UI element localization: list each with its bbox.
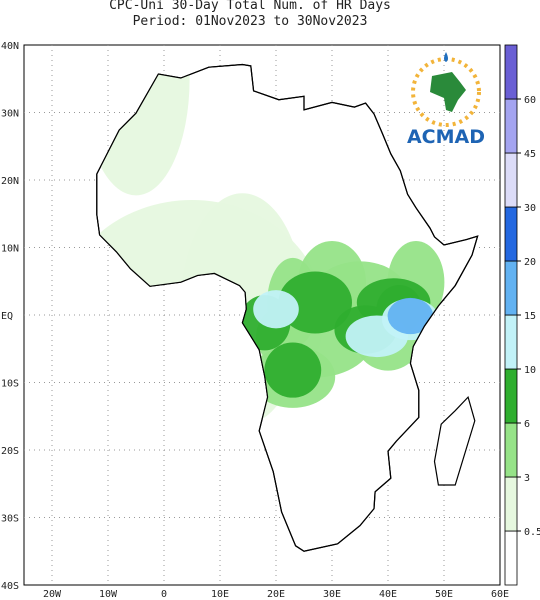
logo-drop	[444, 52, 448, 62]
colorbar-label: 3	[524, 473, 530, 484]
logo-text: ACMAD	[407, 126, 485, 148]
colorbar-label: 60	[524, 95, 536, 106]
rain-patch	[264, 342, 322, 398]
coastline	[96, 63, 479, 552]
colorbar-label: 20	[524, 257, 536, 268]
colorbar-label: 30	[524, 203, 536, 214]
rain-patch	[253, 290, 299, 329]
lat-label: 20S	[1, 446, 19, 457]
colorbar-label: 45	[524, 149, 536, 160]
lat-label: 20N	[1, 176, 19, 187]
lat-label: 30N	[1, 109, 19, 120]
lon-label: 20W	[43, 589, 62, 600]
acmad-logo: ACMAD	[407, 52, 485, 148]
period: Period: 01Nov2023 to 30Nov2023	[133, 14, 368, 29]
title: CPC-Uni 30-Day Total Num. of HR Days	[109, 0, 391, 13]
colorbar-label: 10	[524, 365, 536, 376]
colorbar-bin	[504, 314, 518, 370]
lat-label: 10N	[1, 244, 19, 255]
colorbar-bin	[504, 476, 518, 532]
lat-label: 40S	[1, 581, 19, 592]
lon-label: 40E	[379, 589, 397, 600]
colorbar-bin	[504, 422, 518, 478]
lat-label: 10S	[1, 379, 19, 390]
lon-label: 30E	[323, 589, 341, 600]
colorbar-bin	[504, 530, 518, 586]
colorbar-label: 0.5	[524, 527, 540, 538]
colorbar: 0.5 3 6 10 15 20 30 45 60	[504, 44, 540, 586]
lon-label: 0	[161, 589, 167, 600]
lat-label: 30S	[1, 514, 19, 525]
colorbar-bin	[504, 260, 518, 316]
colorbar-bin	[504, 98, 518, 154]
lat-label: EQ	[1, 311, 13, 322]
colorbar-label: 15	[524, 311, 536, 322]
colorbar-bin	[504, 206, 518, 262]
rain-patch	[278, 271, 353, 334]
colorbar-label: 6	[524, 419, 530, 430]
lat-label: 40N	[1, 41, 19, 52]
madagascar	[433, 395, 476, 486]
lon-label: 20E	[267, 589, 285, 600]
colorbar-bin	[504, 44, 518, 100]
logo-africa	[430, 72, 466, 112]
lon-label: 10E	[211, 589, 229, 600]
colorbar-bin	[504, 152, 518, 208]
lon-label: 60E	[491, 589, 509, 600]
rain-patch	[387, 297, 434, 335]
lon-label: 50E	[435, 589, 453, 600]
lon-label: 10W	[99, 589, 118, 600]
colorbar-bin	[504, 368, 518, 424]
